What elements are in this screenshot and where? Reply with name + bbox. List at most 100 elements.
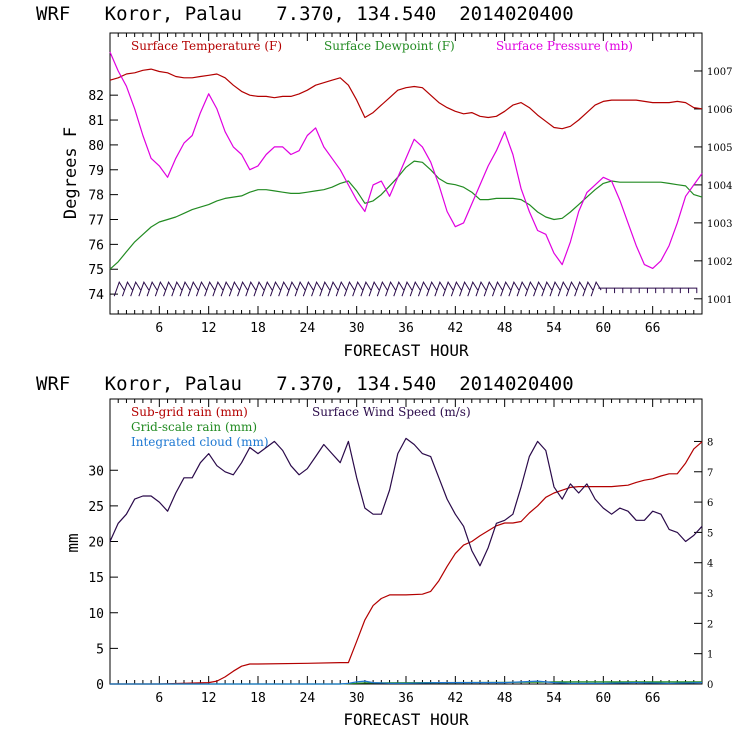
wind-barb <box>647 287 657 294</box>
top-x-tick-label: 54 <box>546 321 562 336</box>
bottom-y-tick-label: 25 <box>88 500 104 515</box>
bottom-y-axis: 0 5 10 15 20 25 30 <box>88 464 118 693</box>
bottom-y-tick-label: 10 <box>88 607 104 622</box>
wind-barb <box>138 281 150 297</box>
top-y2-tick-label: 1004 <box>707 181 732 192</box>
bottom-x-tick-label: 24 <box>300 691 316 706</box>
top-x-axis: 6 12 18 24 30 36 42 48 54 60 66 <box>117 33 695 336</box>
top-legend-dewpoint: Surface Dewpoint (F) <box>324 39 455 53</box>
top-x-axis-label: FORECAST HOUR <box>343 341 469 360</box>
bottom-y2-tick-label: 5 <box>707 528 713 539</box>
wind-barb <box>368 281 380 297</box>
wind-barb <box>590 281 602 297</box>
wind-barb <box>491 281 503 297</box>
bottom-series-group <box>109 437 703 685</box>
wind-barb <box>450 281 462 297</box>
bottom-y2-tick-label: 6 <box>707 498 713 509</box>
wind-barb <box>163 281 174 297</box>
wind-barb <box>565 281 577 297</box>
top-y-tick-label: 76 <box>88 238 104 253</box>
bottom-x-tick-label: 6 <box>155 691 163 706</box>
wind-barb <box>475 281 487 297</box>
bottom-x-tick-label: 18 <box>250 691 266 706</box>
top-x-tick-label: 30 <box>349 321 365 336</box>
top-y2-axis: 1001 1002 1003 1004 1005 1006 1007 <box>694 67 732 306</box>
wind-barb <box>614 287 624 294</box>
wind-barb <box>253 281 265 297</box>
wind-barb <box>212 281 224 297</box>
wind-barb <box>146 281 158 297</box>
wind-barb <box>195 281 207 297</box>
bottom-y-tick-label: 30 <box>88 464 104 479</box>
wind-barb <box>483 281 495 297</box>
top-x-tick-label: 60 <box>596 321 612 336</box>
wind-barb <box>598 287 607 294</box>
wind-barb <box>204 281 216 297</box>
bottom-x-tick-label: 48 <box>497 691 513 706</box>
wind-barb <box>220 281 232 297</box>
bottom-y2-axis: 0 1 2 3 4 5 6 7 8 <box>694 437 713 691</box>
top-y2-tick-label: 1007 <box>707 67 732 78</box>
top-x-tick-label: 42 <box>448 321 464 336</box>
wind-barb <box>417 281 429 297</box>
bottom-x-tick-label: 12 <box>201 691 217 706</box>
top-y-tick-label: 74 <box>88 288 104 303</box>
bottom-x-tick-label: 66 <box>645 691 661 706</box>
wind-barb <box>524 281 536 297</box>
wind-barb <box>294 281 306 297</box>
top-y-tick-label: 79 <box>88 164 104 179</box>
bottom-legend-subgrid-rain: Sub-grid rain (mm) <box>131 405 248 419</box>
wind-barb <box>360 281 372 297</box>
bottom-y2-tick-label: 4 <box>707 559 713 570</box>
wind-barb <box>680 287 690 294</box>
top-y2-tick-label: 1006 <box>707 105 732 116</box>
bottom-series-surface-wind-speed-m-s <box>109 437 703 567</box>
top-plot-frame <box>109 32 703 315</box>
bottom-x-tick-label: 54 <box>546 691 562 706</box>
top-x-tick-label: 66 <box>645 321 661 336</box>
bottom-legend-gridscale-rain: Grid-scale rain (mm) <box>131 420 257 434</box>
top-x-tick-label: 36 <box>398 321 414 336</box>
wind-barb <box>121 281 133 297</box>
wind-barb <box>631 287 640 294</box>
top-series-group <box>109 51 703 270</box>
wind-barb <box>154 281 166 297</box>
wind-barb <box>302 281 314 297</box>
bottom-series-integrated-cloud-mm <box>110 680 703 685</box>
top-y-axis: 74 75 76 77 78 79 80 81 82 <box>88 89 118 303</box>
top-x-tick-label: 48 <box>497 321 513 336</box>
wind-barb <box>278 281 290 297</box>
wind-barb <box>500 281 512 297</box>
top-x-tick-label: 18 <box>250 321 266 336</box>
top-y-tick-label: 80 <box>88 139 104 154</box>
wind-barb <box>508 281 520 297</box>
wind-barb <box>113 281 125 297</box>
wind-barb <box>228 281 240 297</box>
top-y2-tick-label: 1005 <box>707 143 732 154</box>
top-y2-tick-label: 1001 <box>707 295 732 306</box>
top-chart-title: WRF Koror, Palau 7.370, 134.540 20140204… <box>36 3 574 25</box>
wind-barb <box>269 281 281 297</box>
bottom-x-tick-label: 36 <box>398 691 414 706</box>
wind-barb <box>655 287 665 294</box>
top-y-tick-label: 82 <box>88 89 104 104</box>
top-legend-temperature: Surface Temperature (F) <box>131 39 282 53</box>
bottom-y-tick-label: 20 <box>88 536 104 551</box>
top-y2-tick-label: 1002 <box>707 257 732 268</box>
temperature-chart: WRF Koror, Palau 7.370, 134.540 20140204… <box>36 3 732 360</box>
bottom-legend-wind-speed: Surface Wind Speed (m/s) <box>312 405 471 419</box>
wind-barb <box>639 287 648 294</box>
wind-barb <box>672 287 681 294</box>
wind-barb <box>376 281 388 297</box>
bottom-series-sub-grid-rain-mm <box>110 441 703 685</box>
wind-barb <box>467 281 479 297</box>
wind-barb <box>171 281 183 297</box>
wind-barb <box>409 281 421 297</box>
top-y-tick-label: 81 <box>88 114 104 129</box>
bottom-y2-tick-label: 1 <box>707 650 713 661</box>
wind-barb <box>179 281 191 297</box>
bottom-x-tick-label: 60 <box>596 691 612 706</box>
precipitation-chart: WRF Koror, Palau 7.370, 134.540 20140204… <box>36 373 713 729</box>
wind-barb <box>426 281 438 297</box>
wind-barb <box>664 287 673 294</box>
